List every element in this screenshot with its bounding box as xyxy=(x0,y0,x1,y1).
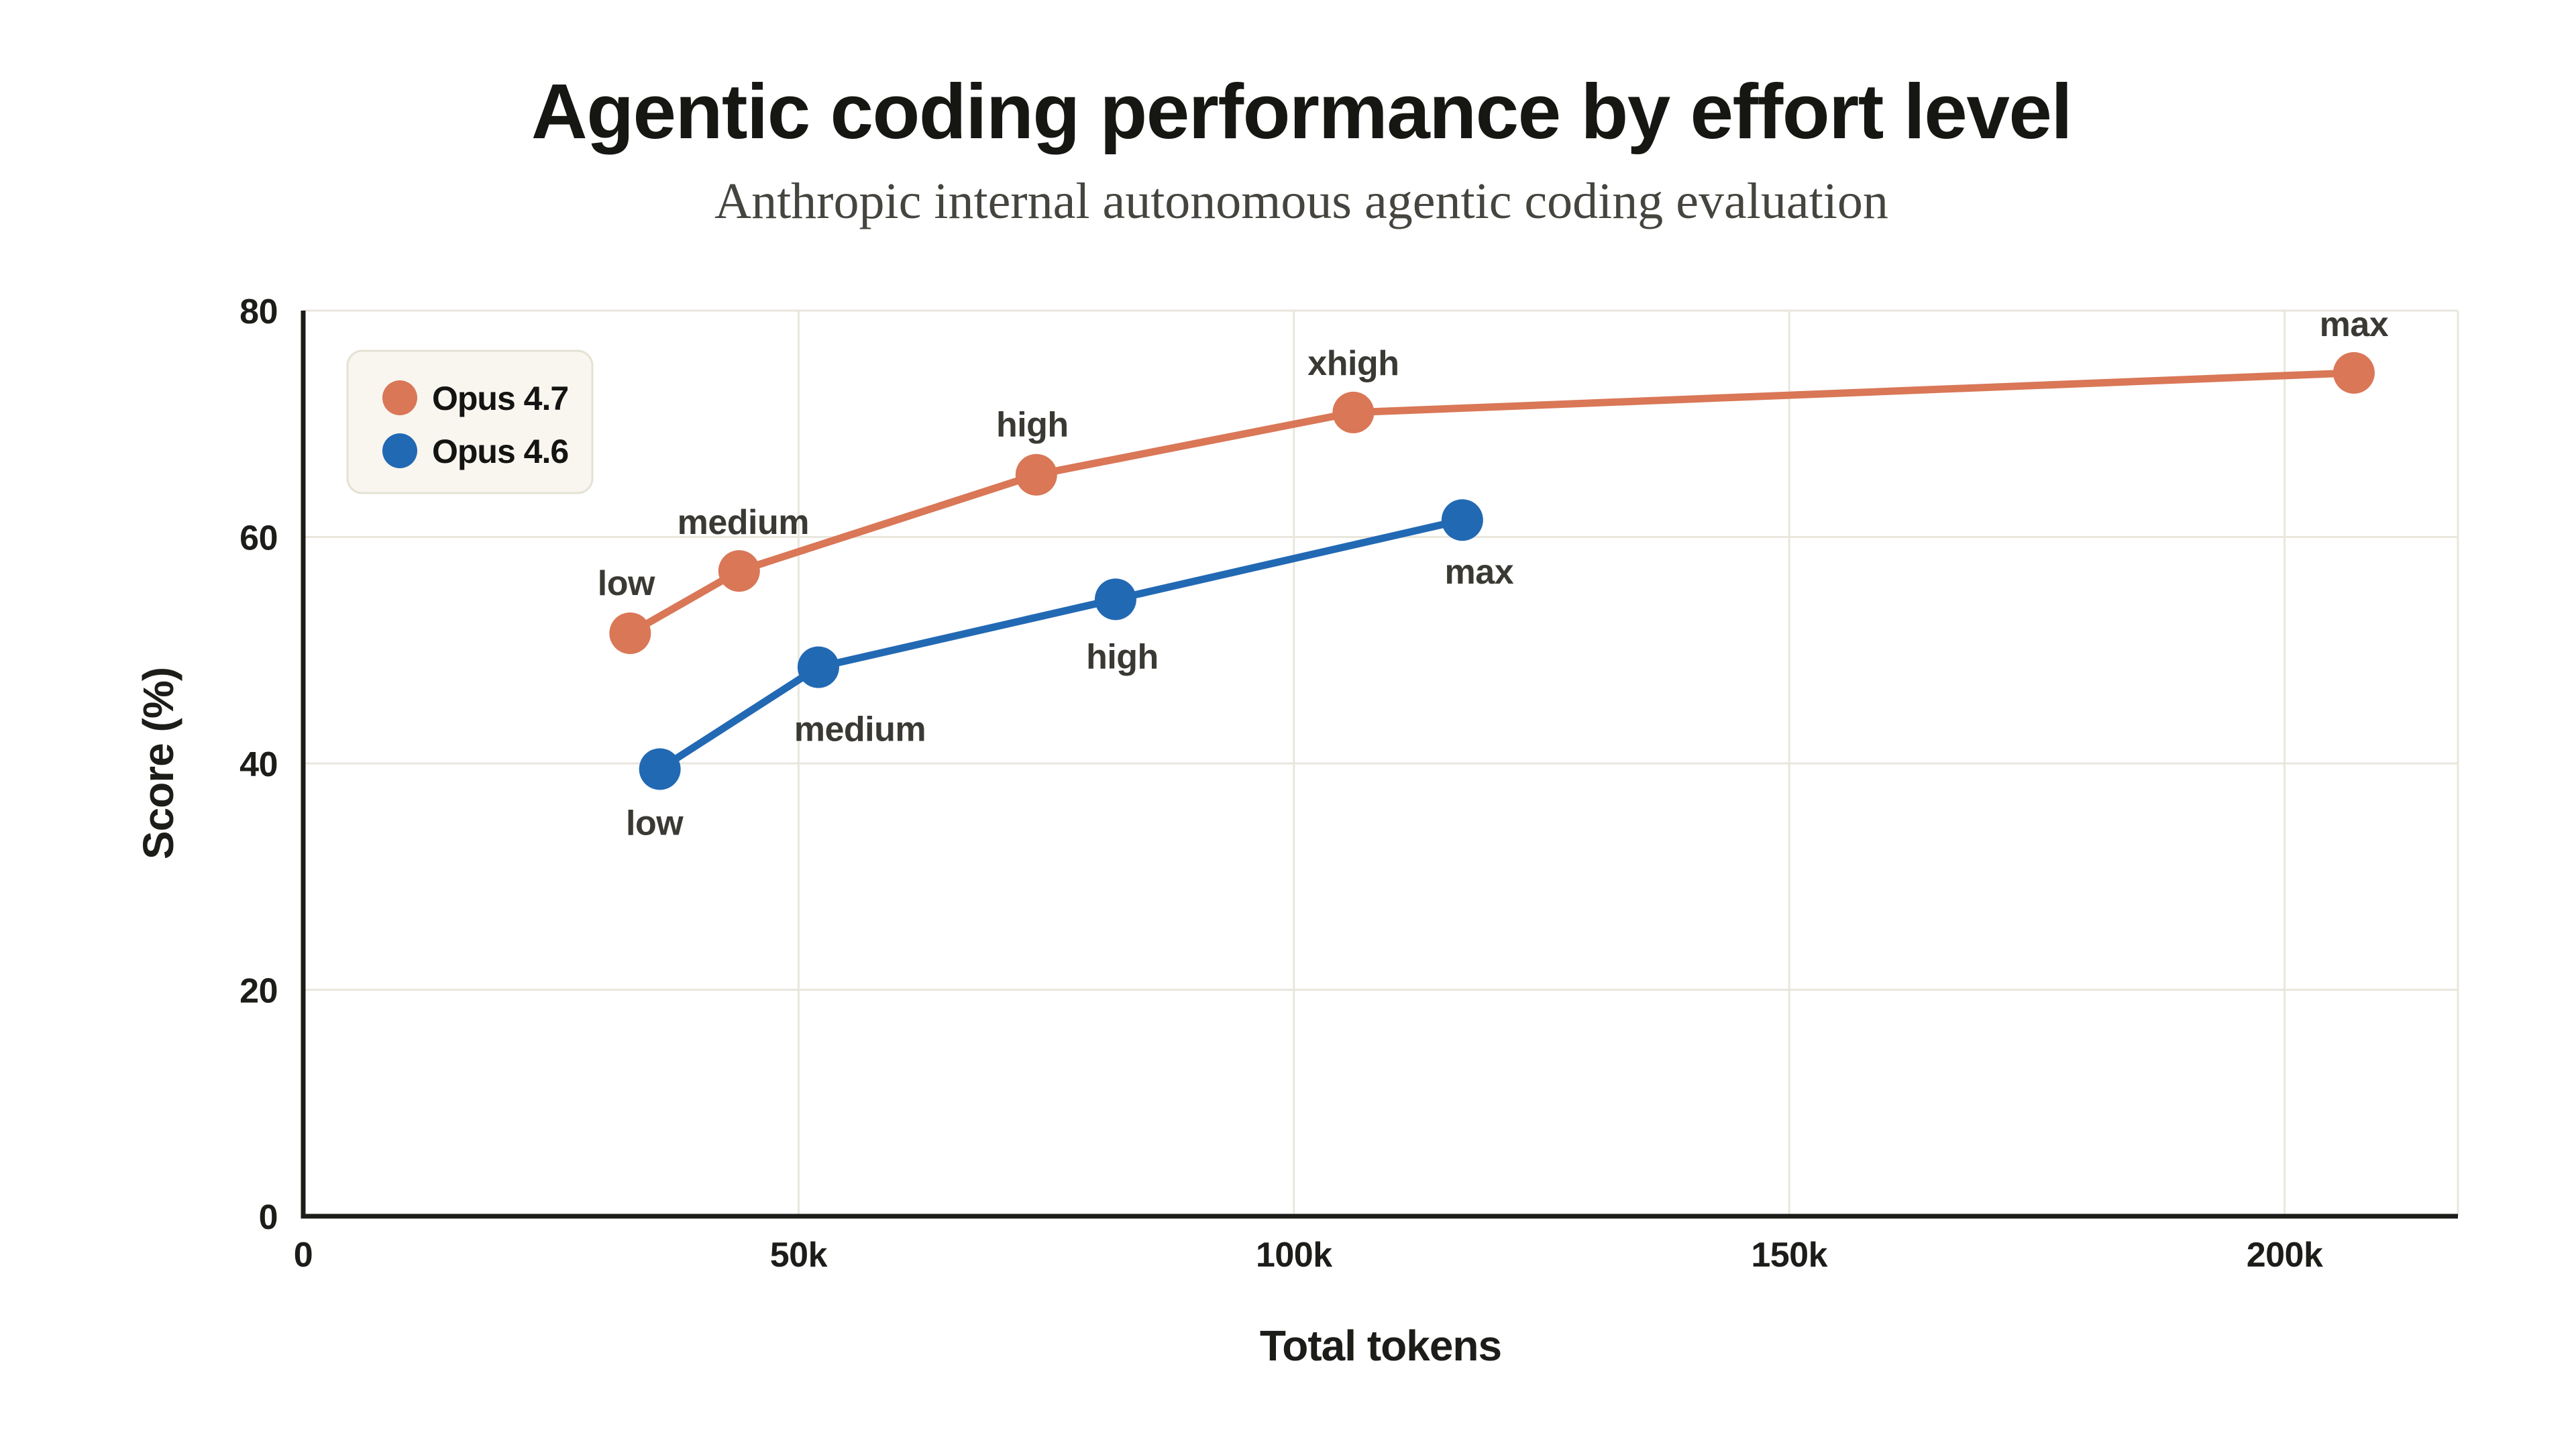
axis-spines xyxy=(301,311,2458,1219)
gridlines xyxy=(303,309,2459,1216)
point-annotations: low medium high xhigh max low medium high max xyxy=(598,305,2390,843)
point-label: max xyxy=(1445,553,1514,592)
data-point xyxy=(1332,391,1375,433)
point-label: high xyxy=(1086,637,1159,676)
data-series xyxy=(609,352,2375,790)
point-label: max xyxy=(2320,305,2389,344)
x-tick-label: 150k xyxy=(1751,1236,1827,1275)
legend-box xyxy=(346,350,594,494)
data-point xyxy=(2332,352,2375,394)
point-label: low xyxy=(626,804,684,843)
y-tick-label: 20 xyxy=(239,972,278,1011)
series-line xyxy=(656,516,1466,773)
data-point xyxy=(797,646,839,688)
legend-swatch xyxy=(382,380,417,415)
y-tick-label: 40 xyxy=(239,745,278,784)
data-point xyxy=(1094,578,1136,621)
chart-title: Agentic coding performance by effort lev… xyxy=(531,68,2073,155)
data-point xyxy=(1015,453,1057,496)
y-axis-title: Score (%) xyxy=(134,667,182,859)
data-point xyxy=(609,612,651,654)
point-label: high xyxy=(996,406,1069,445)
x-tick-label: 200k xyxy=(2247,1236,2323,1275)
point-label: xhigh xyxy=(1307,344,1399,383)
legend-swatch xyxy=(382,433,417,468)
data-point xyxy=(1441,499,1483,541)
data-point xyxy=(718,550,760,592)
series-line xyxy=(626,369,2358,637)
x-tick-label: 100k xyxy=(1256,1236,1332,1275)
legend-entry-label: Opus 4.7 xyxy=(432,380,568,417)
tick-labels: 0 20 40 60 80 0 50k 100k 150k 200k xyxy=(239,292,2323,1275)
y-tick-label: 80 xyxy=(239,292,278,331)
legend-entry-label: Opus 4.6 xyxy=(432,433,568,470)
legend: Opus 4.7 Opus 4.6 xyxy=(346,350,594,494)
data-point xyxy=(639,748,681,790)
x-tick-label: 50k xyxy=(770,1236,828,1275)
y-tick-label: 60 xyxy=(239,519,278,558)
x-axis-title: Total tokens xyxy=(1260,1322,1501,1370)
point-label: medium xyxy=(794,710,926,749)
chart-subtitle: Anthropic internal autonomous agentic co… xyxy=(714,173,1888,229)
y-tick-label: 0 xyxy=(259,1198,278,1237)
point-label: low xyxy=(598,564,655,603)
x-tick-label: 0 xyxy=(294,1236,313,1275)
point-label: medium xyxy=(678,503,809,542)
